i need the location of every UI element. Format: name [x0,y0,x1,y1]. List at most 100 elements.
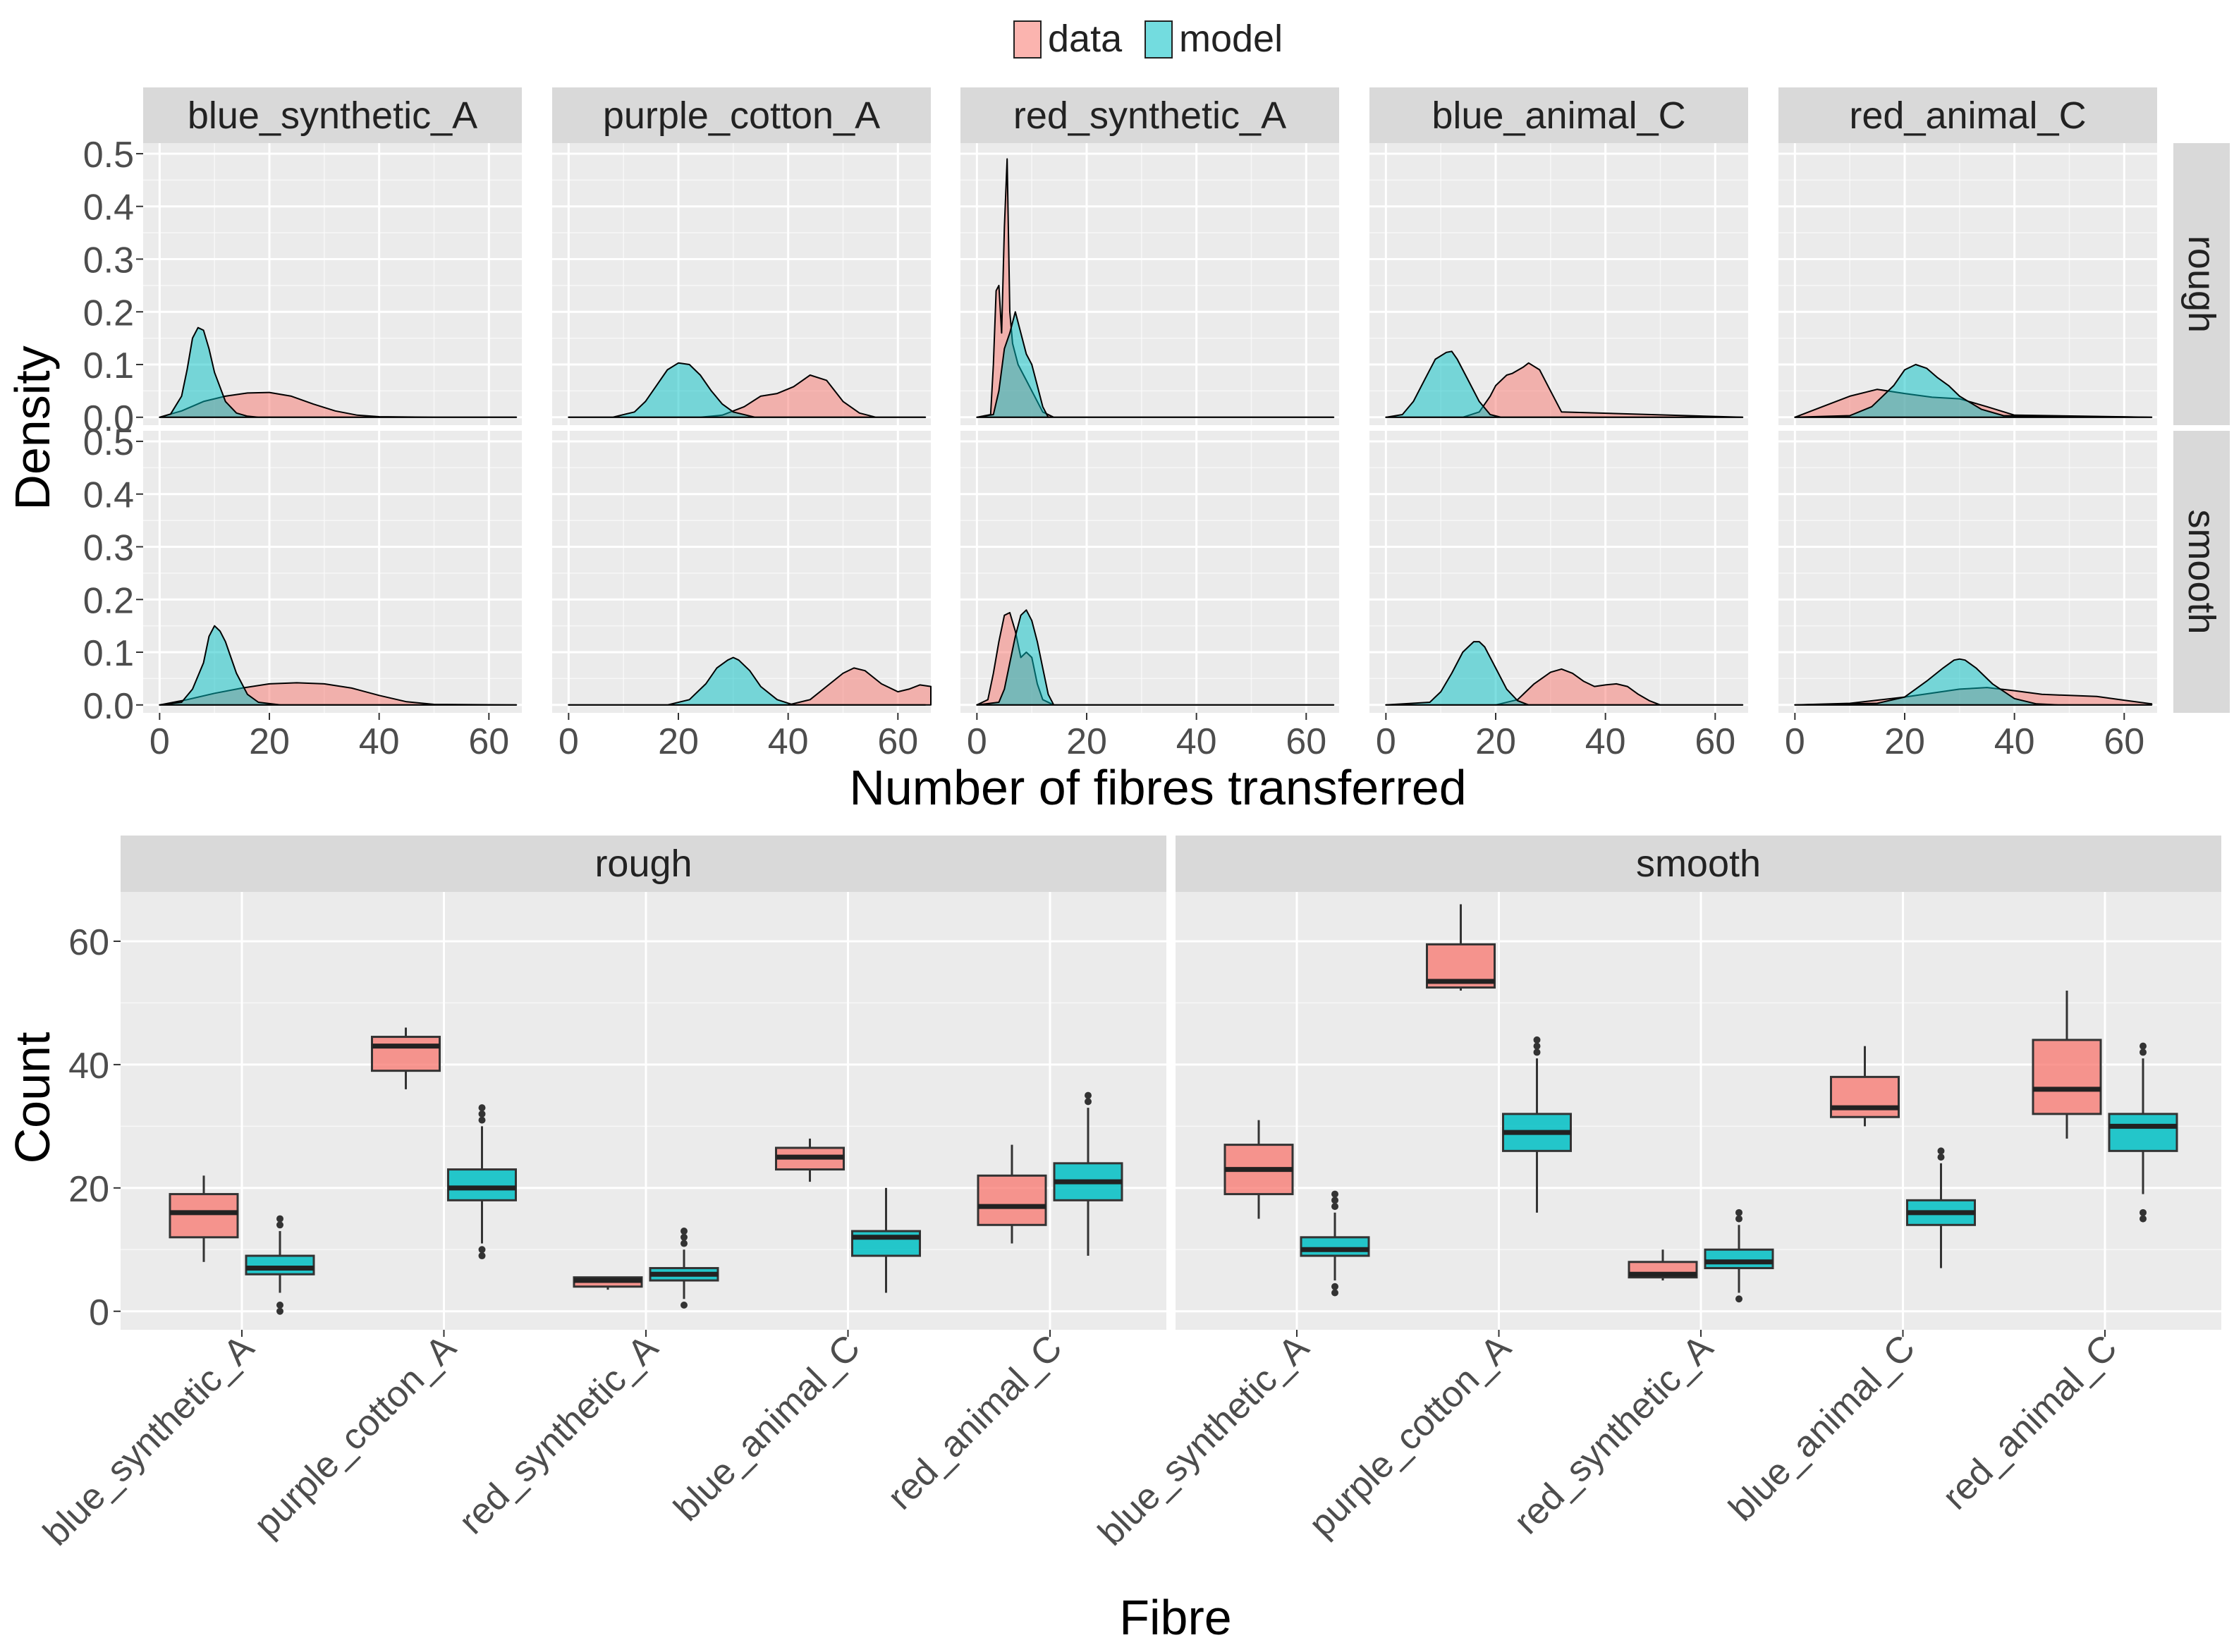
density-panel-smooth-red_animal_C [1778,431,2157,713]
box-data-purple_cotton_A [371,1027,441,1089]
density-panel-rough-red_animal_C [1778,143,2157,425]
legend: data model [1013,18,1283,60]
y-tick-label: 0.4 [83,188,134,228]
x-tick-label: 40 [1585,721,1626,762]
y-tick-label: 60 [68,922,109,963]
box-data-blue_animal_C [775,1138,845,1182]
x-tick-label: blue_synthetic_A [35,1327,262,1553]
y-tick-label: 0.1 [83,633,134,674]
facet-strip-rough [2173,143,2230,425]
density-area-model [1385,641,1744,706]
x-tick-label: 40 [1176,721,1217,762]
panel-background [1369,431,1748,713]
outlier-point [1937,1147,1945,1155]
outlier-point [478,1252,486,1260]
box-body [977,1174,1047,1226]
y-axis-title: Count [5,1032,60,1164]
density-area-data [568,667,932,706]
legend-key-model [1145,20,1173,59]
x-tick-label: purple_cotton_A [1301,1327,1519,1545]
density-area-data [1385,668,1744,706]
facet-strip-label: rough [594,843,692,885]
x-axis-title: Fibre [1119,1590,1231,1645]
box-model-blue_animal_C [851,1187,921,1293]
density-panel-rough-purple_cotton_A [552,143,931,425]
facet-strip-red_synthetic_A [960,87,1339,143]
outlier-point [276,1307,283,1315]
x-tick-label: 0 [1785,721,1805,762]
box-panel-rough: blue_synthetic_Apurple_cotton_Ared_synth… [35,892,1166,1554]
outlier-point [1331,1197,1338,1204]
facet-strip-red_animal_C [1778,87,2157,143]
outlier-point [1533,1042,1541,1050]
y-tick-label: 0.4 [83,475,134,516]
box-model-red_animal_C [1053,1091,1123,1256]
density-panel-smooth-blue_synthetic_A [143,431,522,713]
outlier-point [1331,1190,1338,1198]
x-tick-label: 0 [149,721,170,762]
outlier-point [1937,1154,1945,1161]
density-area-model [1794,364,2153,418]
outlier-point [1533,1048,1541,1056]
box-model-purple_cotton_A [1502,1036,1572,1213]
y-tick-label: 0.0 [83,686,134,727]
outlier-point [478,1110,486,1118]
box-model-red_synthetic_A [649,1228,719,1309]
box-model-blue_synthetic_A [1300,1190,1370,1297]
facet-strip-rough [121,836,1166,892]
outlier-point [1735,1295,1742,1303]
box-body [1704,1248,1774,1270]
box-data-red_synthetic_A [1628,1249,1698,1281]
outlier-point [680,1240,688,1247]
box-body [447,1168,517,1201]
boxplot-chart: rough smoothblue_synthetic_Apurple_cotton… [5,836,2221,1645]
y-tick-label: 0.5 [83,422,134,463]
y-tick-label: 0.0 [83,398,134,439]
box-data-blue_synthetic_A [1223,1120,1294,1219]
y-tick-label: 20 [68,1169,109,1210]
facet-strip-purple_cotton_A [552,87,931,143]
x-tick-label: 40 [768,721,809,762]
box-data-blue_synthetic_A [169,1175,239,1262]
x-tick-label: red_animal_C [880,1327,1070,1517]
facet-strip-smooth [2173,431,2230,713]
panel-background [552,143,931,425]
facet-strip-blue_synthetic_A [143,87,522,143]
x-tick-label: 40 [359,721,400,762]
box-model-red_synthetic_A [1704,1209,1774,1303]
y-tick-label: 0 [89,1292,109,1333]
x-tick-label: 0 [1376,721,1396,762]
density-area-model [976,311,1335,418]
density-area-model [159,326,518,418]
outlier-point [2140,1215,2147,1223]
legend-label-data: data [1048,18,1123,60]
x-tick-label: blue_animal_C [666,1327,868,1529]
box-body [245,1254,315,1275]
outlier-point [1533,1036,1541,1044]
facet-strip-smooth [1176,836,2221,892]
y-axis-title: Density [5,345,60,510]
x-tick-label: 20 [1066,721,1107,762]
x-tick-label: 20 [249,721,290,762]
density-panel-rough-red_synthetic_A [960,143,1339,425]
y-tick-label: 0.2 [83,580,134,621]
box-data-red_animal_C [977,1144,1047,1244]
density-area-model [159,625,518,706]
box-body [1830,1075,1900,1118]
x-tick-label: red_animal_C [1935,1327,2125,1517]
density-panel-smooth-red_synthetic_A [960,431,1339,713]
outlier-point [680,1302,688,1309]
density-area-model [1385,350,1744,418]
outlier-point [1331,1283,1338,1290]
x-tick-label: blue_animal_C [1721,1327,1923,1529]
box-body [371,1036,441,1072]
outlier-point [478,1104,486,1112]
outlier-point [1735,1215,1742,1223]
x-tick-label: red_synthetic_A [451,1327,666,1542]
x-tick-label: 60 [2104,721,2144,762]
density-panel-rough-blue_animal_C [1369,143,1748,425]
outlier-point [1085,1091,1092,1099]
x-tick-label: blue_synthetic_A [1090,1327,1317,1553]
density-area-model [568,656,927,706]
